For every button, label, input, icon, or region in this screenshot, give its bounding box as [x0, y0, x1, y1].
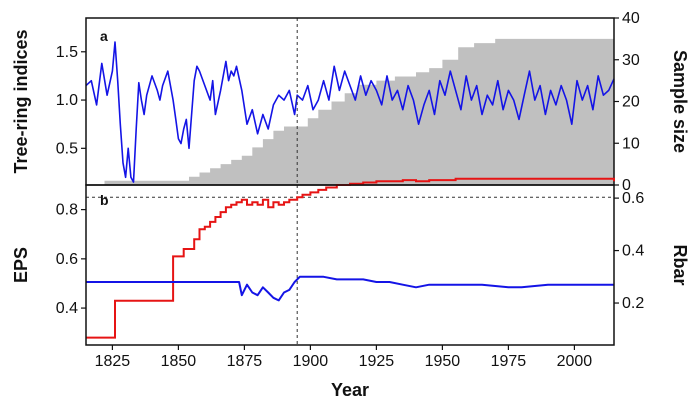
y2-tick-label: 30 — [622, 52, 640, 69]
y2-tick-label: 0.4 — [622, 243, 644, 260]
x-axis-ticks: 1825 1850 1875 1900 1925 1950 1975 2000 — [95, 345, 593, 370]
panel-letter-b: b — [100, 192, 109, 208]
panel-b: 0.4 0.6 0.8 0.2 0.4 0.6 1825 1850 1875 1900 1925… — [11, 177, 690, 400]
x-tick-label: 1825 — [95, 353, 131, 370]
y2-tick-label: 40 — [622, 10, 640, 27]
x-tick-label: 1925 — [359, 353, 395, 370]
y-tick-label: 0.6 — [56, 251, 78, 268]
y-tick-label: 0.5 — [56, 140, 78, 157]
y2-tick-label: 20 — [622, 94, 640, 111]
y-tick-label: 0.4 — [56, 300, 78, 317]
panel-a-right-ticks: 0 10 20 30 40 — [614, 10, 640, 194]
x-tick-label: 2000 — [557, 353, 593, 370]
x-tick-label: 1900 — [293, 353, 329, 370]
y-axis-title-tree-ring: Tree-ring indices — [11, 29, 31, 173]
panel-b-left-ticks: 0.4 0.6 0.8 — [56, 202, 86, 317]
y2-tick-label: 0 — [622, 177, 631, 194]
y2-tick-label: 0.2 — [622, 295, 644, 312]
sample-size-area-fill — [86, 38, 614, 186]
panel-a-left-ticks: 0.5 1.0 1.5 — [56, 44, 86, 157]
x-tick-label: 1850 — [161, 353, 197, 370]
eps-path — [86, 177, 615, 339]
y2-axis-title-sample-size: Sample size — [670, 50, 690, 153]
panel-b-right-ticks: 0.2 0.4 0.6 — [614, 190, 644, 312]
panel-letter-a: a — [100, 28, 108, 44]
y-tick-label: 1.5 — [56, 44, 78, 61]
x-axis-title-year: Year — [331, 380, 369, 400]
panel-b-frame — [85, 184, 615, 346]
sample-size-area — [86, 38, 614, 186]
y2-axis-title-rbar: Rbar — [670, 244, 690, 285]
y-axis-title-eps: EPS — [11, 247, 31, 283]
rbar-path — [86, 275, 614, 302]
eps-line — [86, 177, 615, 339]
x-tick-label: 1975 — [491, 353, 527, 370]
x-tick-label: 1875 — [227, 353, 263, 370]
x-tick-label: 1950 — [425, 353, 461, 370]
rbar-line — [86, 275, 614, 302]
y-tick-label: 0.8 — [56, 202, 78, 219]
tree-ring-index-line — [85, 41, 615, 183]
y-tick-label: 1.0 — [56, 92, 78, 109]
tree-ring-index-path — [85, 41, 615, 183]
y2-tick-label: 10 — [622, 135, 640, 152]
y2-tick-label: 0.6 — [622, 190, 644, 207]
